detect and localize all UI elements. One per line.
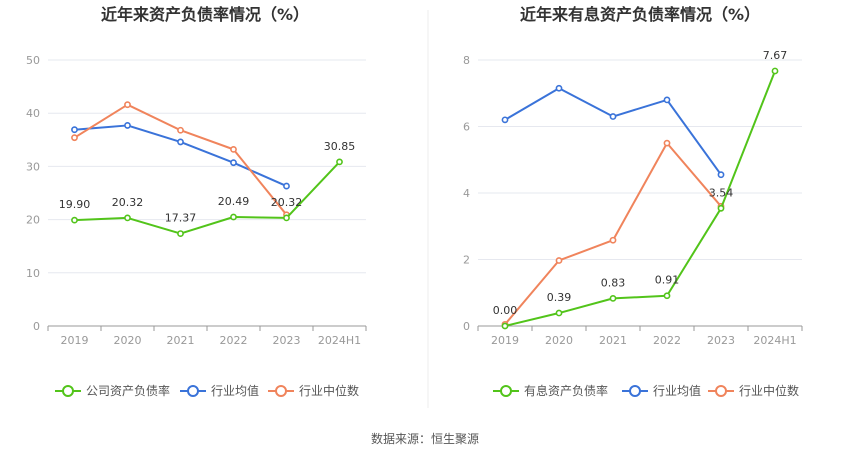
data-point[interactable] [771,67,779,75]
legend-label: 行业均值 [653,383,701,398]
data-label: 30.85 [324,140,356,153]
y-tick-label: 40 [26,107,40,120]
data-label: 20.32 [271,196,303,209]
data-point[interactable] [555,84,563,92]
data-label: 7.67 [763,49,788,62]
data-point[interactable] [555,257,563,264]
x-tick-label: 2020 [545,334,573,347]
series-line-0 [74,161,341,235]
source-note: 数据来源：恒生聚源 [371,431,479,446]
data-point[interactable] [230,213,237,221]
data-point[interactable] [71,216,78,224]
legend-marker [715,385,727,397]
data-point[interactable] [283,214,290,222]
x-tick-label: 2024H1 [753,334,796,347]
x-tick-label: 2021 [167,334,195,347]
x-tick-label: 2019 [61,334,89,347]
legend-item-2[interactable]: 行业中位数 [268,383,359,398]
legend-marker [62,385,74,397]
x-tick-label: 2024H1 [318,334,361,347]
data-label: 20.49 [218,195,250,208]
chart-title: 近年来资产负债率情况（%） [101,5,309,24]
chart-panel-interest-debt-ratio: 近年来有息资产负债率情况（%） 0 2 4 6 8 2019 2020 2021 2022 2023… [463,5,803,398]
data-label: 17.37 [165,212,197,225]
data-point[interactable] [501,322,509,330]
y-tick-label: 20 [26,214,40,227]
data-point[interactable] [555,309,563,317]
data-point[interactable] [717,204,725,212]
legend-item-1[interactable]: 行业均值 [622,383,701,398]
legend-marker [629,385,641,397]
legend-marker [500,385,512,397]
legend-item-0[interactable]: 有息资产负债率 [493,383,608,398]
data-point[interactable] [609,295,617,302]
chart-panel-debt-ratio: 近年来资产负债率情况（%） 0 10 20 30 40 50 2019 2020 2021 2022… [26,5,367,398]
legend-item-2[interactable]: 行业中位数 [708,383,799,398]
series-line-0 [504,70,776,327]
y-tick-label: 30 [26,160,40,173]
x-tick-label: 2022 [220,334,248,347]
series-line-1 [504,87,722,176]
data-label: 19.90 [59,198,91,211]
legend-marker [275,385,287,397]
y-tick-label: 4 [463,187,470,200]
data-point[interactable] [609,113,617,120]
y-tick-label: 0 [33,320,40,333]
legend-label: 行业均值 [211,383,259,398]
series-line-2 [73,103,288,216]
legend-item-0[interactable]: 公司资产负债率 [55,383,170,398]
x-tick-label: 2022 [653,334,681,347]
legend-label: 行业中位数 [299,383,359,398]
data-point[interactable] [124,101,131,109]
data-point[interactable] [717,171,725,179]
legend-label: 公司资产负债率 [86,383,170,398]
data-point[interactable] [124,214,131,222]
x-tick-label: 2019 [491,334,519,347]
y-tick-label: 8 [463,54,470,67]
y-tick-label: 6 [463,121,470,134]
data-point[interactable] [177,138,184,146]
data-point[interactable] [71,134,78,142]
x-tick-label: 2023 [273,334,301,347]
y-tick-label: 50 [26,54,40,67]
x-tick-label: 2021 [599,334,627,347]
data-label: 0.39 [547,291,572,304]
y-tick-label: 2 [463,254,470,267]
data-label: 0.00 [493,304,518,317]
data-point[interactable] [609,236,617,244]
data-point[interactable] [663,139,671,147]
legend-item-1[interactable]: 行业均值 [180,383,259,398]
legend-label: 有息资产负债率 [524,383,608,398]
data-label: 0.91 [655,274,680,287]
data-point[interactable] [501,116,509,124]
data-point[interactable] [283,182,290,190]
x-tick-label: 2023 [707,334,735,347]
chart-title: 近年来有息资产负债率情况（%） [520,5,760,24]
data-label: 0.83 [601,276,626,289]
data-label: 20.32 [112,196,144,209]
data-point[interactable] [336,158,343,166]
y-tick-label: 10 [26,267,40,280]
data-label: 3.54 [709,186,734,199]
legend-label: 行业中位数 [739,383,799,398]
data-point[interactable] [663,292,671,300]
data-point[interactable] [177,126,184,134]
data-point[interactable] [230,159,237,167]
data-point[interactable] [230,145,237,153]
data-point[interactable] [71,126,78,134]
y-tick-label: 0 [463,320,470,333]
x-tick-label: 2020 [114,334,142,347]
legend-marker [187,385,199,397]
data-point[interactable] [124,122,131,129]
data-point[interactable] [177,230,184,237]
data-point[interactable] [663,96,671,104]
